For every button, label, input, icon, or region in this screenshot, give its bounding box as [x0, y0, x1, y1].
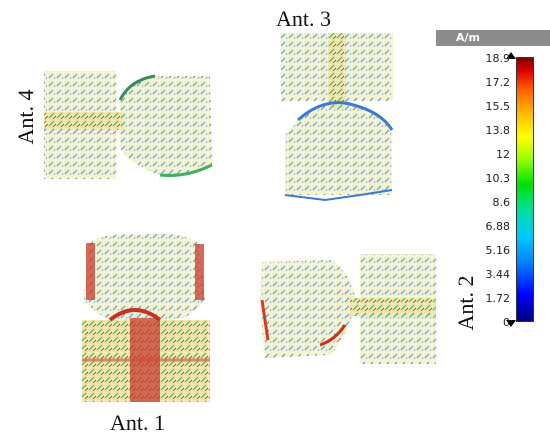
color-scale-bar [516, 57, 534, 322]
color-scale-tick: 12 [496, 148, 510, 161]
antenna-1 [82, 233, 210, 402]
color-scale-tick: 15.5 [485, 100, 511, 113]
color-scale-tick: 17.2 [485, 76, 511, 89]
max-marker-icon [506, 52, 516, 59]
ant-3-label: Ant. 3 [276, 6, 331, 31]
antenna-4 [44, 71, 213, 179]
color-scale-tick: 3.44 [485, 268, 511, 281]
color-scale-tick: 8.6 [492, 196, 511, 209]
color-scale-tick: 13.8 [485, 124, 511, 137]
color-scale-tick: 5.16 [485, 244, 511, 257]
ant-4-label: Ant. 4 [13, 89, 38, 145]
color-scale-tick: 0 [503, 316, 510, 329]
color-scale-tick: 6.88 [485, 220, 511, 233]
color-scale-tick: 1.72 [485, 292, 511, 305]
color-scale-tick: 10.3 [485, 172, 511, 185]
antenna-3 [281, 33, 394, 202]
color-scale-unit: A/m [436, 30, 550, 46]
color-scale-tick: 18.9 [485, 52, 511, 65]
color-scale-legend: A/m 18.9 17.2 15.5 13.8 12 10.3 8.6 6.88 5.16 3.4… [436, 30, 550, 329]
antenna-2 [260, 254, 436, 364]
min-marker-icon [506, 320, 516, 327]
ant-1-label: Ant. 1 [110, 410, 165, 435]
